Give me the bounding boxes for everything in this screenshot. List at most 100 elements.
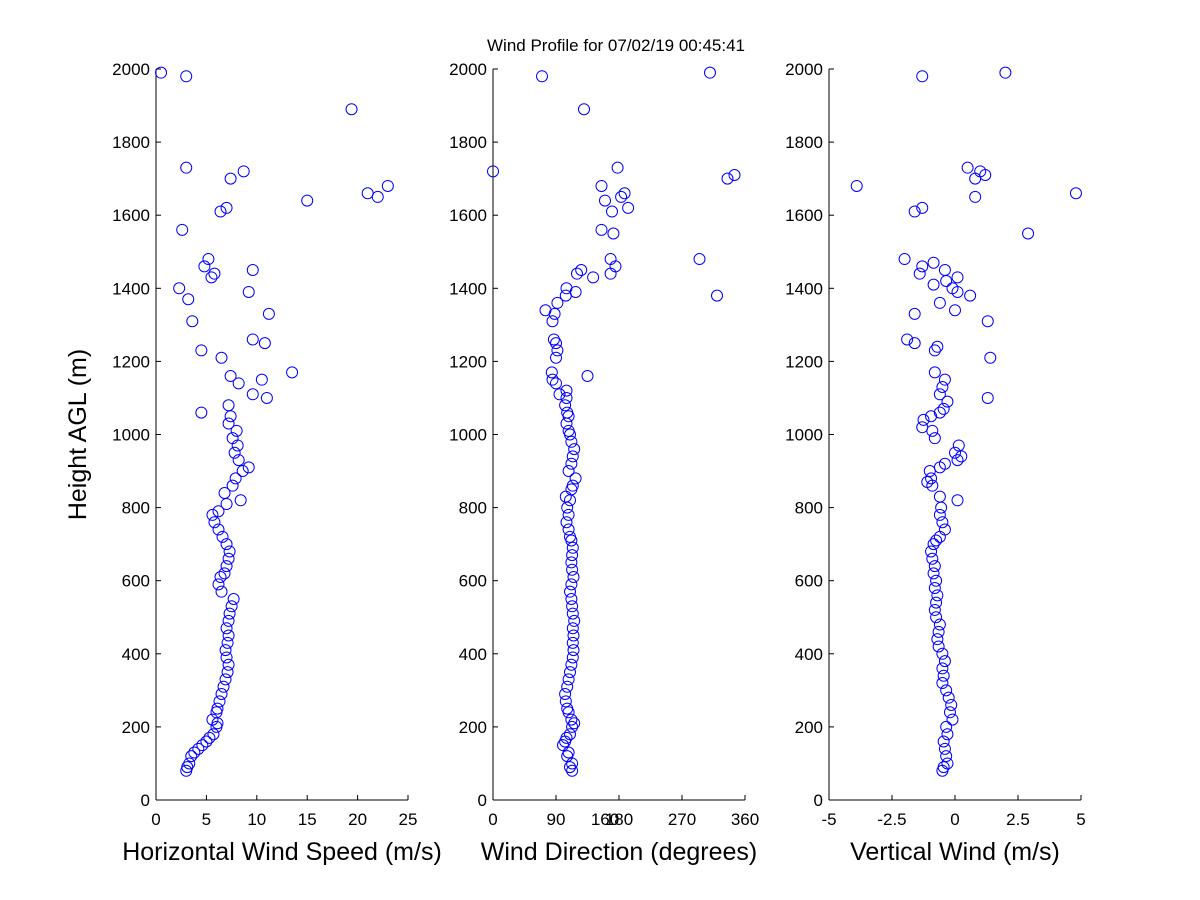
x-tick-label: 25 (399, 810, 418, 829)
data-point (999, 66, 1012, 79)
x-axis-label: Vertical Wind (m/s) (850, 838, 1060, 866)
data-point (286, 366, 299, 379)
data-point (564, 666, 576, 679)
data-point (898, 253, 911, 266)
data-point (561, 501, 574, 514)
data-point (564, 728, 576, 741)
data-point (933, 388, 946, 401)
data-point (208, 267, 221, 280)
data-point (933, 490, 946, 503)
data-point (955, 450, 968, 463)
data-point (216, 530, 229, 543)
data-point (246, 388, 259, 401)
y-tick-label: 2000 (785, 60, 823, 79)
data-point (218, 567, 231, 580)
y-tick-label: 1600 (449, 206, 487, 225)
data-point (930, 596, 943, 609)
data-point (916, 260, 929, 273)
x-tick-label: 0 (950, 810, 959, 829)
y-tick-label: 600 (795, 572, 823, 591)
data-point (381, 179, 394, 192)
data-point (155, 66, 168, 79)
data-point (561, 680, 574, 693)
data-point (937, 761, 950, 774)
data-point (185, 750, 198, 763)
data-point (930, 534, 943, 547)
data-point (221, 666, 234, 679)
data-point (1069, 187, 1082, 200)
data-point (246, 333, 259, 346)
x-tick-label: 5 (202, 810, 211, 829)
data-point (562, 508, 575, 521)
y-tick-label: 1400 (449, 279, 487, 298)
data-point (936, 380, 949, 393)
data-point (230, 424, 243, 437)
data-point (927, 278, 940, 291)
data-point (550, 351, 562, 364)
data-point (217, 680, 230, 693)
data-point (940, 750, 953, 763)
data-point (180, 70, 193, 83)
data-point (938, 264, 951, 277)
data-point (262, 307, 275, 320)
data-point (567, 571, 580, 584)
data-point (226, 432, 239, 445)
y-tick-label: 0 (478, 791, 487, 810)
y-tick-label: 1600 (112, 206, 150, 225)
data-point (559, 695, 572, 708)
data-point (940, 684, 953, 697)
data-point (933, 618, 946, 631)
data-point (925, 410, 938, 423)
y-tick-label: 1800 (785, 133, 823, 152)
panel-speed: 0 200 400 600 800 1000 1200 1400 1600 1800 2000 0 5 1… (64, 60, 442, 866)
y-tick-label: 1400 (785, 279, 823, 298)
y-tick-label: 200 (122, 718, 150, 737)
data-point (565, 435, 578, 448)
data-point (212, 578, 225, 591)
data-point (551, 296, 564, 309)
x-tick-label: 15 (298, 810, 317, 829)
data-point (220, 560, 233, 573)
data-point (560, 282, 573, 295)
y-tick-label: 600 (122, 572, 150, 591)
panel-vertical: 0 200 400 600 800 1000 1200 1400 1600 1800 2000 -5 -… (785, 60, 1086, 866)
data-point (566, 479, 579, 492)
data-point (565, 556, 578, 569)
data-point (211, 702, 224, 715)
data-point (224, 172, 237, 185)
data-point (921, 476, 934, 489)
data-point (940, 720, 953, 733)
y-tick-label: 800 (459, 499, 487, 518)
data-point (936, 516, 949, 529)
data-point (213, 695, 226, 708)
data-point (206, 508, 219, 521)
data-point (587, 271, 600, 284)
data-point (345, 103, 358, 116)
data-point (693, 253, 706, 266)
data-point (571, 267, 583, 280)
data-point (232, 454, 245, 467)
data-point (569, 472, 582, 485)
data-point (932, 640, 945, 653)
x-tick-label: -5 (821, 810, 836, 829)
data-point (234, 494, 247, 507)
data-point (595, 223, 608, 236)
data-point (923, 465, 936, 478)
data-point (933, 508, 946, 521)
y-tick-label: 1600 (785, 206, 823, 225)
data-point (615, 190, 628, 203)
data-point (560, 384, 573, 397)
data-point (224, 410, 237, 423)
data-point (901, 333, 914, 346)
data-point (203, 731, 216, 744)
y-tick-label: 1000 (449, 426, 487, 445)
data-point (215, 688, 228, 701)
data-point (246, 264, 259, 277)
data-point (192, 742, 205, 755)
data-point (581, 370, 594, 383)
data-point (222, 614, 235, 627)
data-point (721, 172, 734, 185)
data-point (938, 742, 951, 755)
data-point (928, 432, 941, 445)
panel-direction: 0 200 400 600 800 1000 1200 1400 1600 1800 2000 0 90… (449, 60, 759, 866)
